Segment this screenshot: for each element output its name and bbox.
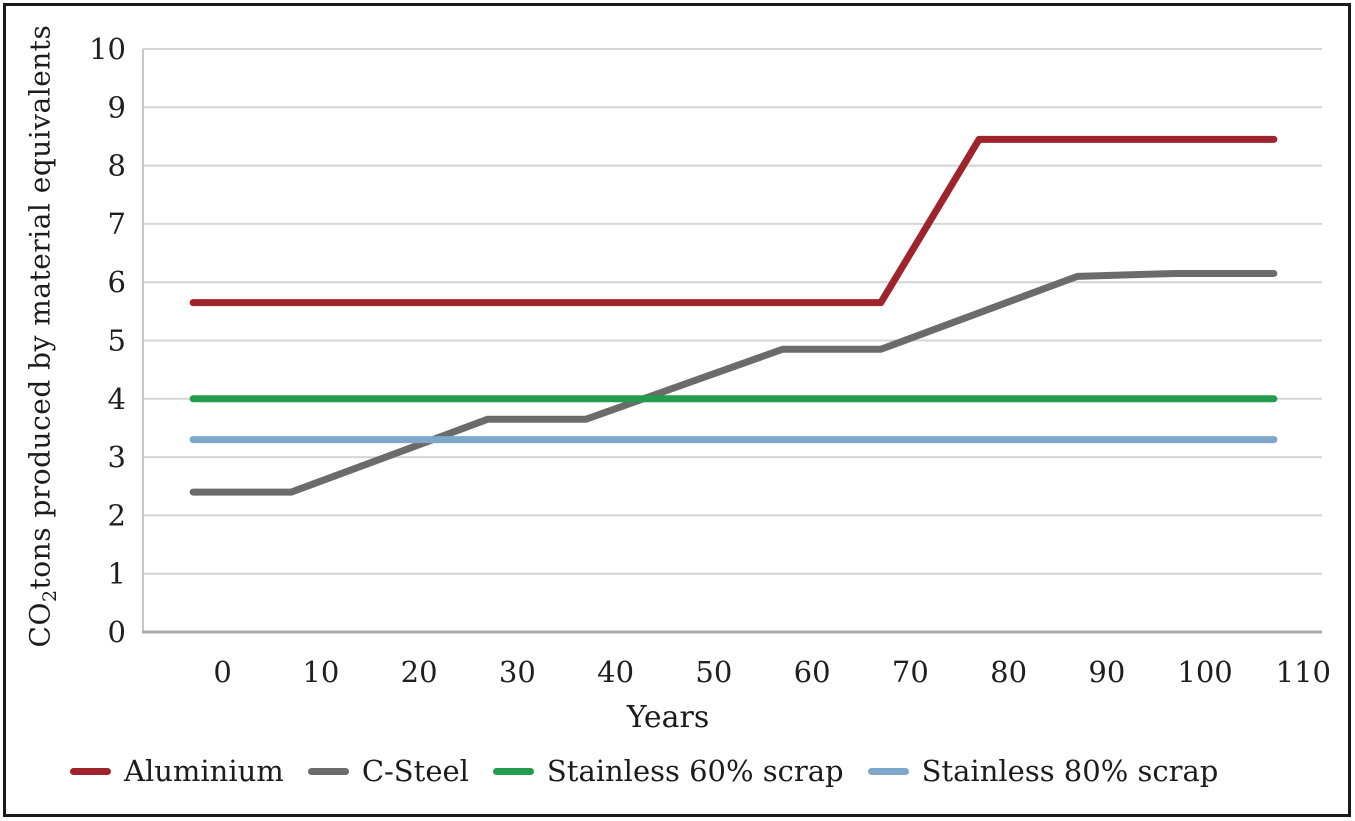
legend: Aluminium C-Steel Stainless 60% scrap Stain… [70,754,1218,788]
x-tick-label: 70 [892,655,929,689]
legend-label: Aluminium [124,754,284,788]
y-tick-label: 8 [108,149,126,183]
legend-label: Stainless 80% scrap [921,754,1219,788]
x-tick-label: 90 [1088,655,1125,689]
legend-swatch-icon [492,767,534,775]
y-tick-label: 2 [108,498,126,532]
legend-label: Stainless 60% scrap [546,754,844,788]
x-tick-label: 80 [990,655,1027,689]
legend-item-aluminium: Aluminium [70,754,284,788]
legend-swatch-icon [70,767,111,775]
x-tick-label: 10 [302,655,339,689]
y-axis-title: CO2tons produced by material equivalents [23,24,62,648]
y-tick-label: 6 [108,265,126,299]
x-axis-title: Years [626,700,710,735]
y-tick-label: 3 [108,440,126,474]
y-tick-label: 7 [108,207,126,241]
y-tick-label: 5 [108,324,126,358]
y-axis-title-suffix: tons produced by material equivalents [23,24,57,590]
x-tick-label: 40 [597,655,634,689]
y-tick-label: 4 [108,382,126,416]
legend-swatch-icon [307,767,349,775]
x-tick-label: 60 [794,655,831,689]
series-line-aluminium [189,135,1278,307]
x-tick-label: 20 [401,655,438,689]
y-tick-label: 9 [108,90,126,124]
legend-item-stainless-80-scrap: Stainless 80% scrap [867,754,1219,788]
x-tick-label: 0 [213,655,231,689]
legend-label: C-Steel [361,754,469,788]
x-tick-label: 100 [1177,655,1232,689]
x-tick-label: 30 [499,655,536,689]
legend-item-stainless-60-scrap: Stainless 60% scrap [492,754,844,788]
y-axis-title-prefix: CO [23,602,57,648]
legend-swatch-icon [867,767,909,775]
legend-item-c-steel: C-Steel [307,754,469,788]
y-tick-label: 10 [89,32,126,66]
x-tick-label: 50 [695,655,732,689]
x-tick-label: 110 [1276,655,1331,689]
y-axis-title-subscript: 2 [39,589,62,603]
y-tick-label: 0 [108,615,126,649]
series-line-c-steel [189,269,1278,496]
y-tick-label: 1 [108,557,126,591]
